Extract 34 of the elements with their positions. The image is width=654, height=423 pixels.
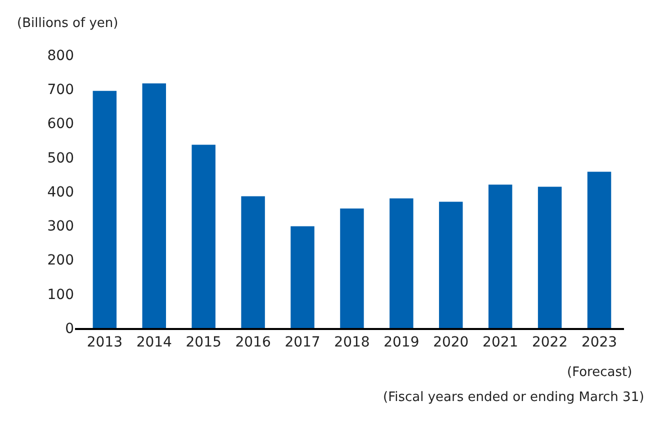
bar [192, 144, 216, 328]
x-tick-label: 2014 [136, 334, 172, 351]
y-axis-title: (Billions of yen) [17, 16, 118, 31]
x-tick-label: 2023 [581, 334, 618, 351]
y-tick-label: 300 [47, 218, 74, 235]
x-tick-label: 2022 [532, 334, 568, 351]
y-tick-label: 500 [47, 150, 74, 166]
bar [538, 186, 562, 328]
bar [587, 172, 612, 328]
y-tick-label: 600 [47, 116, 74, 132]
x-tick-label: 2016 [235, 334, 271, 351]
bar [390, 198, 414, 328]
x-tick-label: 2020 [433, 334, 469, 351]
y-tick-label: 100 [47, 286, 74, 303]
y-tick-label: 200 [47, 252, 74, 269]
y-tick-label: 800 [47, 48, 74, 64]
bar [488, 184, 512, 328]
bar [439, 202, 463, 328]
bar [92, 90, 117, 328]
bar [290, 226, 314, 328]
y-tick-label: 700 [47, 82, 74, 98]
x-tick-label: 2015 [186, 334, 222, 351]
bar [340, 208, 364, 328]
x-tick-label: 2021 [482, 334, 518, 351]
y-tick-label: 0 [65, 320, 74, 337]
x-tick-label: 2018 [334, 334, 370, 351]
y-tick-label: 400 [47, 184, 74, 200]
x-tick-label: 2013 [86, 334, 122, 351]
x-tick-label: 2019 [384, 334, 420, 351]
bar [241, 196, 265, 328]
text: (Fiscal years ended or ending March 31) [383, 390, 644, 405]
x-tick-label: 2017 [284, 334, 320, 351]
bar [142, 83, 166, 328]
text: (Forecast) [567, 365, 632, 380]
